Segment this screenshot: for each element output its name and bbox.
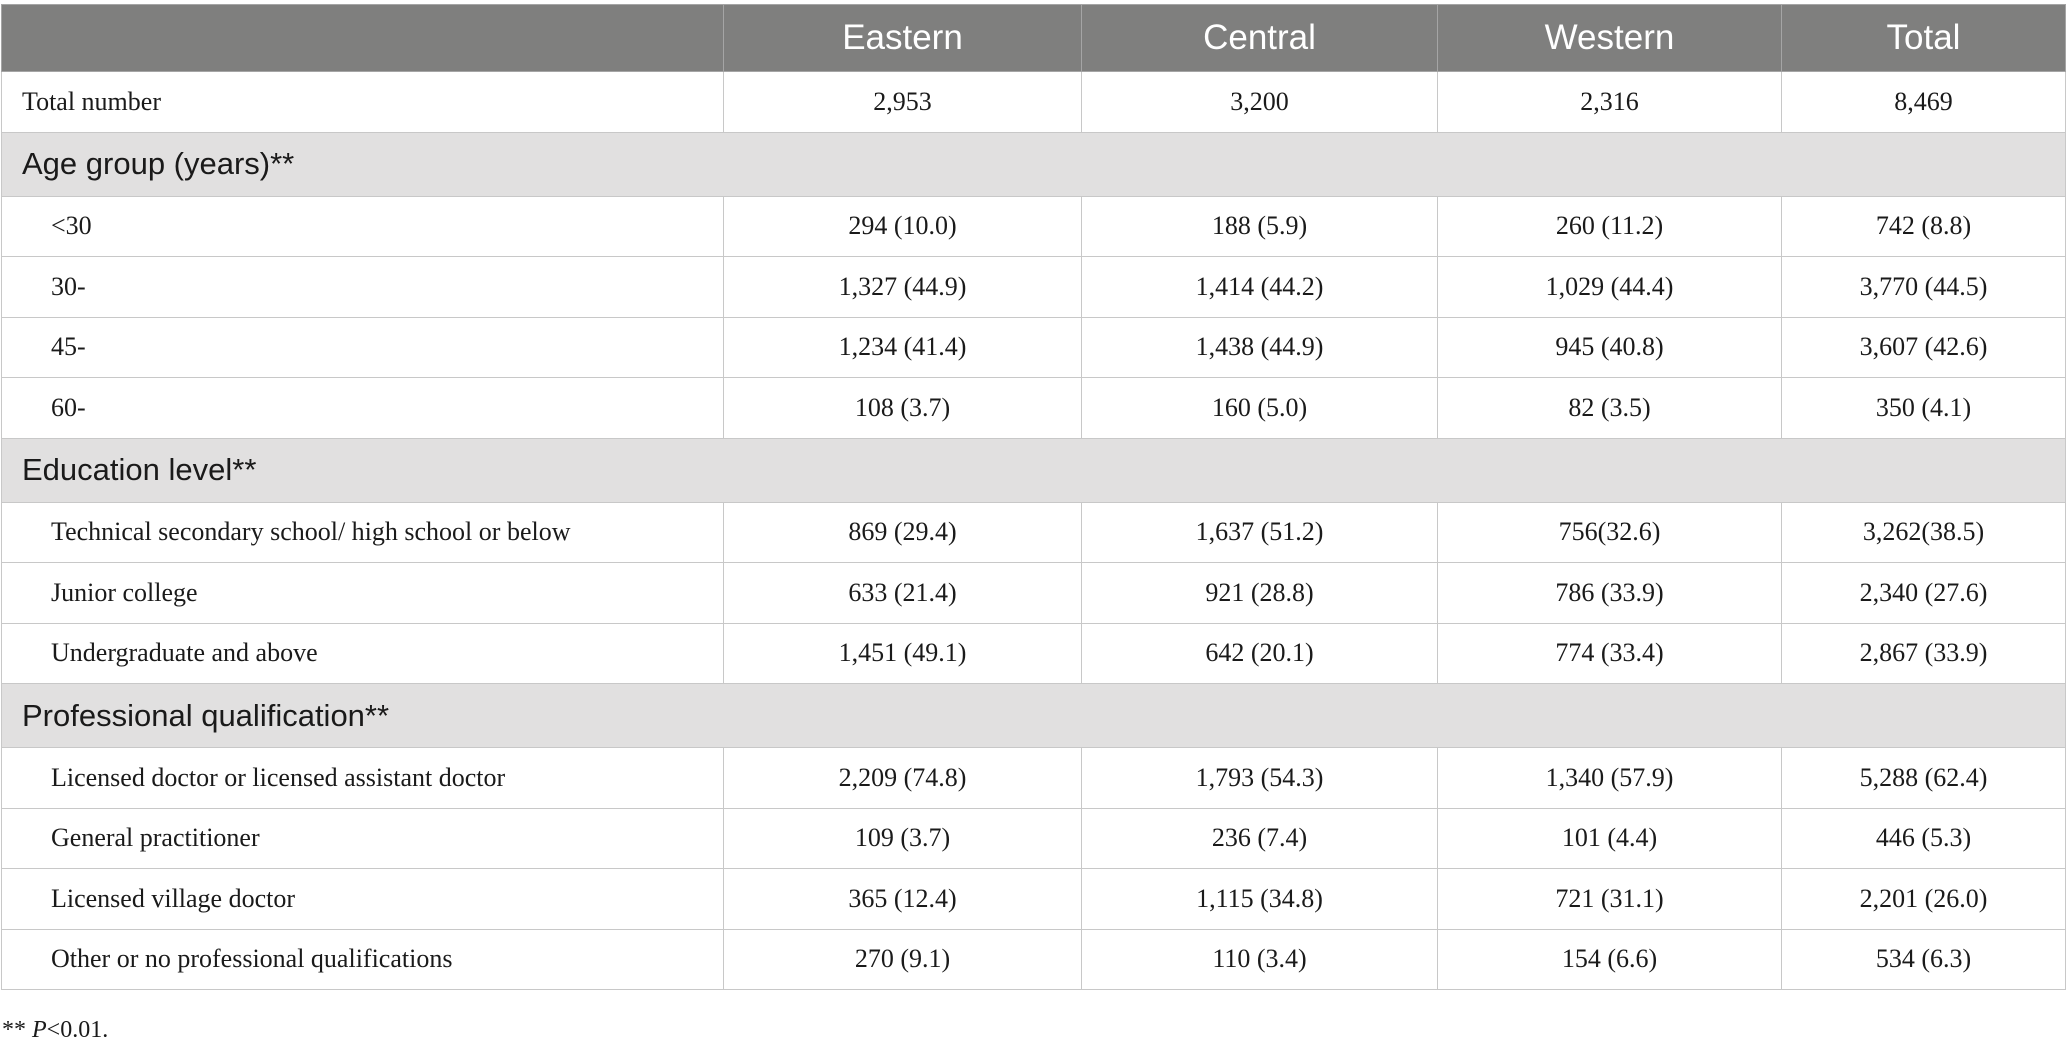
section-header-age-group: Age group (years)** bbox=[1, 131, 2066, 197]
section-header-education-level: Education level** bbox=[1, 437, 2066, 503]
row-label: <30 bbox=[1, 195, 724, 257]
cell-total: 2,201 (26.0) bbox=[1781, 868, 2066, 930]
cell-western: 786 (33.9) bbox=[1437, 562, 1782, 624]
row-label: 45- bbox=[1, 316, 724, 378]
cell-western: 82 (3.5) bbox=[1437, 377, 1782, 439]
header-row: Eastern Central Western Total bbox=[1, 4, 2066, 72]
table-row: General practitioner 109 (3.7) 236 (7.4)… bbox=[1, 807, 2066, 869]
table-row: Technical secondary school/ high school … bbox=[1, 501, 2066, 563]
cell-central: 160 (5.0) bbox=[1081, 377, 1438, 439]
table-row: Undergraduate and above 1,451 (49.1) 642… bbox=[1, 622, 2066, 684]
header-corner bbox=[1, 4, 724, 72]
column-header-central: Central bbox=[1081, 4, 1438, 72]
cell-eastern: 109 (3.7) bbox=[723, 807, 1082, 869]
cell-eastern: 294 (10.0) bbox=[723, 195, 1082, 257]
cell-western: 2,316 bbox=[1437, 71, 1782, 133]
cell-central: 1,414 (44.2) bbox=[1081, 256, 1438, 318]
row-label: Total number bbox=[1, 71, 724, 133]
table-row: 45- 1,234 (41.4) 1,438 (44.9) 945 (40.8)… bbox=[1, 316, 2066, 378]
footnote-marker: ** bbox=[2, 1017, 26, 1043]
row-label: Licensed village doctor bbox=[1, 868, 724, 930]
cell-central: 1,115 (34.8) bbox=[1081, 868, 1438, 930]
cell-western: 721 (31.1) bbox=[1437, 868, 1782, 930]
cell-eastern: 1,451 (49.1) bbox=[723, 622, 1082, 684]
column-header-total: Total bbox=[1781, 4, 2066, 72]
cell-central: 1,793 (54.3) bbox=[1081, 747, 1438, 809]
cell-total: 3,262(38.5) bbox=[1781, 501, 2066, 563]
row-label: 60- bbox=[1, 377, 724, 439]
cell-central: 1,438 (44.9) bbox=[1081, 316, 1438, 378]
column-header-western: Western bbox=[1437, 4, 1782, 72]
table-row: Junior college 633 (21.4) 921 (28.8) 786… bbox=[1, 562, 2066, 624]
cell-central: 188 (5.9) bbox=[1081, 195, 1438, 257]
cell-eastern: 869 (29.4) bbox=[723, 501, 1082, 563]
cell-total: 2,867 (33.9) bbox=[1781, 622, 2066, 684]
data-table: Eastern Central Western Total Total numb… bbox=[1, 4, 2066, 990]
row-label: Junior college bbox=[1, 562, 724, 624]
cell-total: 8,469 bbox=[1781, 71, 2066, 133]
cell-western: 945 (40.8) bbox=[1437, 316, 1782, 378]
cell-western: 101 (4.4) bbox=[1437, 807, 1782, 869]
cell-eastern: 2,953 bbox=[723, 71, 1082, 133]
table-row: Licensed doctor or licensed assistant do… bbox=[1, 747, 2066, 809]
table-row: Other or no professional qualifications … bbox=[1, 928, 2066, 990]
row-label: Other or no professional qualifications bbox=[1, 928, 724, 990]
cell-central: 236 (7.4) bbox=[1081, 807, 1438, 869]
cell-total: 534 (6.3) bbox=[1781, 928, 2066, 990]
cell-western: 260 (11.2) bbox=[1437, 195, 1782, 257]
cell-eastern: 633 (21.4) bbox=[723, 562, 1082, 624]
cell-eastern: 2,209 (74.8) bbox=[723, 747, 1082, 809]
table-row: 30- 1,327 (44.9) 1,414 (44.2) 1,029 (44.… bbox=[1, 256, 2066, 318]
cell-western: 154 (6.6) bbox=[1437, 928, 1782, 990]
cell-central: 1,637 (51.2) bbox=[1081, 501, 1438, 563]
cell-total: 5,288 (62.4) bbox=[1781, 747, 2066, 809]
cell-eastern: 365 (12.4) bbox=[723, 868, 1082, 930]
cell-eastern: 1,234 (41.4) bbox=[723, 316, 1082, 378]
row-label: Technical secondary school/ high school … bbox=[1, 501, 724, 563]
cell-central: 110 (3.4) bbox=[1081, 928, 1438, 990]
column-header-eastern: Eastern bbox=[723, 4, 1082, 72]
cell-total: 350 (4.1) bbox=[1781, 377, 2066, 439]
row-label: Licensed doctor or licensed assistant do… bbox=[1, 747, 724, 809]
cell-central: 642 (20.1) bbox=[1081, 622, 1438, 684]
section-title: Age group (years)** bbox=[1, 131, 2066, 197]
cell-total: 2,340 (27.6) bbox=[1781, 562, 2066, 624]
cell-western: 774 (33.4) bbox=[1437, 622, 1782, 684]
table-row: <30 294 (10.0) 188 (5.9) 260 (11.2) 742 … bbox=[1, 195, 2066, 257]
cell-total: 3,770 (44.5) bbox=[1781, 256, 2066, 318]
cell-total: 742 (8.8) bbox=[1781, 195, 2066, 257]
cell-eastern: 108 (3.7) bbox=[723, 377, 1082, 439]
cell-eastern: 270 (9.1) bbox=[723, 928, 1082, 990]
cell-western: 1,340 (57.9) bbox=[1437, 747, 1782, 809]
table-row: 60- 108 (3.7) 160 (5.0) 82 (3.5) 350 (4.… bbox=[1, 377, 2066, 439]
section-title: Professional qualification** bbox=[1, 683, 2066, 748]
footnote-p-symbol: P bbox=[32, 1017, 47, 1043]
row-label: General practitioner bbox=[1, 807, 724, 869]
footnote-text: <0.01. bbox=[46, 1017, 109, 1043]
section-title: Education level** bbox=[1, 437, 2066, 503]
table-row: Licensed village doctor 365 (12.4) 1,115… bbox=[1, 868, 2066, 930]
row-label: 30- bbox=[1, 256, 724, 318]
cell-total: 3,607 (42.6) bbox=[1781, 316, 2066, 378]
cell-eastern: 1,327 (44.9) bbox=[723, 256, 1082, 318]
footnote: ** P<0.01. bbox=[2, 1017, 108, 1044]
cell-western: 756(32.6) bbox=[1437, 501, 1782, 563]
cell-central: 921 (28.8) bbox=[1081, 562, 1438, 624]
total-number-row: Total number 2,953 3,200 2,316 8,469 bbox=[1, 71, 2066, 133]
cell-western: 1,029 (44.4) bbox=[1437, 256, 1782, 318]
section-header-professional-qualification: Professional qualification** bbox=[1, 683, 2066, 748]
row-label: Undergraduate and above bbox=[1, 622, 724, 684]
cell-central: 3,200 bbox=[1081, 71, 1438, 133]
cell-total: 446 (5.3) bbox=[1781, 807, 2066, 869]
